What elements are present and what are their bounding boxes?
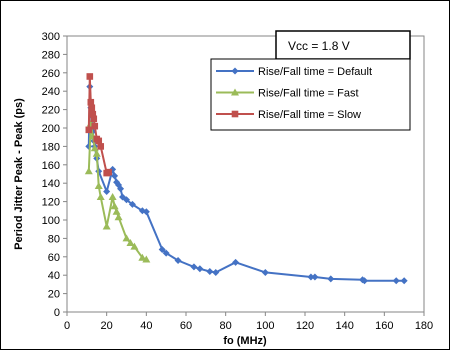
series-line xyxy=(87,75,110,175)
data-point xyxy=(392,277,400,285)
data-point xyxy=(114,213,123,221)
legend-marker xyxy=(231,67,239,75)
y-tick-label: 0 xyxy=(54,307,60,319)
data-point xyxy=(212,268,220,276)
y-tick-label: 160 xyxy=(42,160,60,172)
data-point xyxy=(91,122,99,130)
data-point xyxy=(261,268,269,276)
data-point xyxy=(94,181,103,189)
series-layer xyxy=(84,73,408,285)
data-point xyxy=(96,193,105,200)
data-point xyxy=(105,168,112,176)
data-point xyxy=(117,185,125,193)
data-point xyxy=(327,275,335,283)
series-square xyxy=(85,73,112,177)
data-point xyxy=(158,245,166,253)
legend-marker xyxy=(231,110,239,118)
data-point xyxy=(88,104,96,112)
data-point xyxy=(138,253,147,261)
data-point xyxy=(307,273,315,281)
y-tick-label: 120 xyxy=(42,197,60,209)
x-tick-label: 140 xyxy=(335,320,353,332)
data-point xyxy=(110,202,119,210)
data-point xyxy=(85,126,93,134)
y-tick-label: 180 xyxy=(42,141,60,153)
x-axis-title: fo (MHz) xyxy=(223,335,267,347)
data-point xyxy=(86,73,94,80)
data-point xyxy=(112,207,121,215)
y-tick-label: 220 xyxy=(42,105,60,117)
data-point xyxy=(130,242,139,250)
y-tick-label: 300 xyxy=(42,31,60,43)
x-tick-label: 100 xyxy=(256,320,274,332)
data-point xyxy=(400,277,408,285)
y-tick-label: 200 xyxy=(42,123,60,135)
annotation-box: Vcc = 1.8 V xyxy=(275,30,411,60)
y-tick-label: 280 xyxy=(42,49,60,61)
data-point xyxy=(87,98,95,106)
y-tick-label: 260 xyxy=(42,68,60,80)
data-point xyxy=(142,208,150,216)
data-point xyxy=(84,167,93,175)
x-tick-label: 40 xyxy=(140,320,152,332)
data-point xyxy=(123,196,130,204)
y-tick-label: 240 xyxy=(42,86,60,98)
annotation-text: Vcc = 1.8 V xyxy=(288,39,350,53)
data-point xyxy=(102,222,111,230)
data-point xyxy=(126,239,135,246)
data-point xyxy=(92,149,101,157)
legend-label: Rise/Fall time = Fast xyxy=(258,88,359,100)
data-point xyxy=(196,265,204,273)
data-point xyxy=(89,110,97,118)
data-point xyxy=(97,143,105,150)
data-point xyxy=(103,187,111,195)
data-point xyxy=(190,263,198,271)
data-point xyxy=(311,273,319,281)
y-axis-title: Period Jitter Peak - Peak (ps) xyxy=(13,98,25,250)
legend-marker xyxy=(231,88,239,96)
x-tick-label: 0 xyxy=(64,320,70,332)
legend-label: Rise/Fall time = Default xyxy=(258,66,372,78)
x-tick-label: 80 xyxy=(220,320,232,332)
y-tick-label: 40 xyxy=(48,270,60,282)
legend-label: Rise/Fall time = Slow xyxy=(258,109,361,121)
data-point xyxy=(95,137,103,145)
data-point xyxy=(174,256,182,264)
y-tick-label: 140 xyxy=(42,178,60,190)
annotation-frame xyxy=(275,30,411,60)
legend: Rise/Fall time = Default Rise/Fall time =… xyxy=(210,58,411,131)
data-point xyxy=(122,234,131,242)
x-tick-label: 60 xyxy=(180,320,192,332)
y-tick-label: 100 xyxy=(42,215,60,227)
data-point xyxy=(162,249,170,257)
x-tick-label: 160 xyxy=(375,320,393,332)
axes: 0204060801001201401601802002202402602803… xyxy=(42,31,434,332)
data-point xyxy=(108,193,117,200)
series-triangle xyxy=(84,119,151,263)
data-point xyxy=(90,144,99,152)
x-tick-label: 120 xyxy=(296,320,314,332)
y-tick-label: 80 xyxy=(48,233,60,245)
data-point xyxy=(142,255,151,263)
x-tick-label: 180 xyxy=(415,320,433,332)
data-point xyxy=(361,277,368,285)
data-point xyxy=(90,115,98,123)
data-point xyxy=(232,258,240,266)
data-point xyxy=(206,268,214,276)
data-point xyxy=(111,172,119,180)
x-tick-label: 20 xyxy=(101,320,113,332)
y-tick-label: 20 xyxy=(48,289,60,301)
y-tick-label: 60 xyxy=(48,252,60,264)
data-point xyxy=(128,200,136,208)
